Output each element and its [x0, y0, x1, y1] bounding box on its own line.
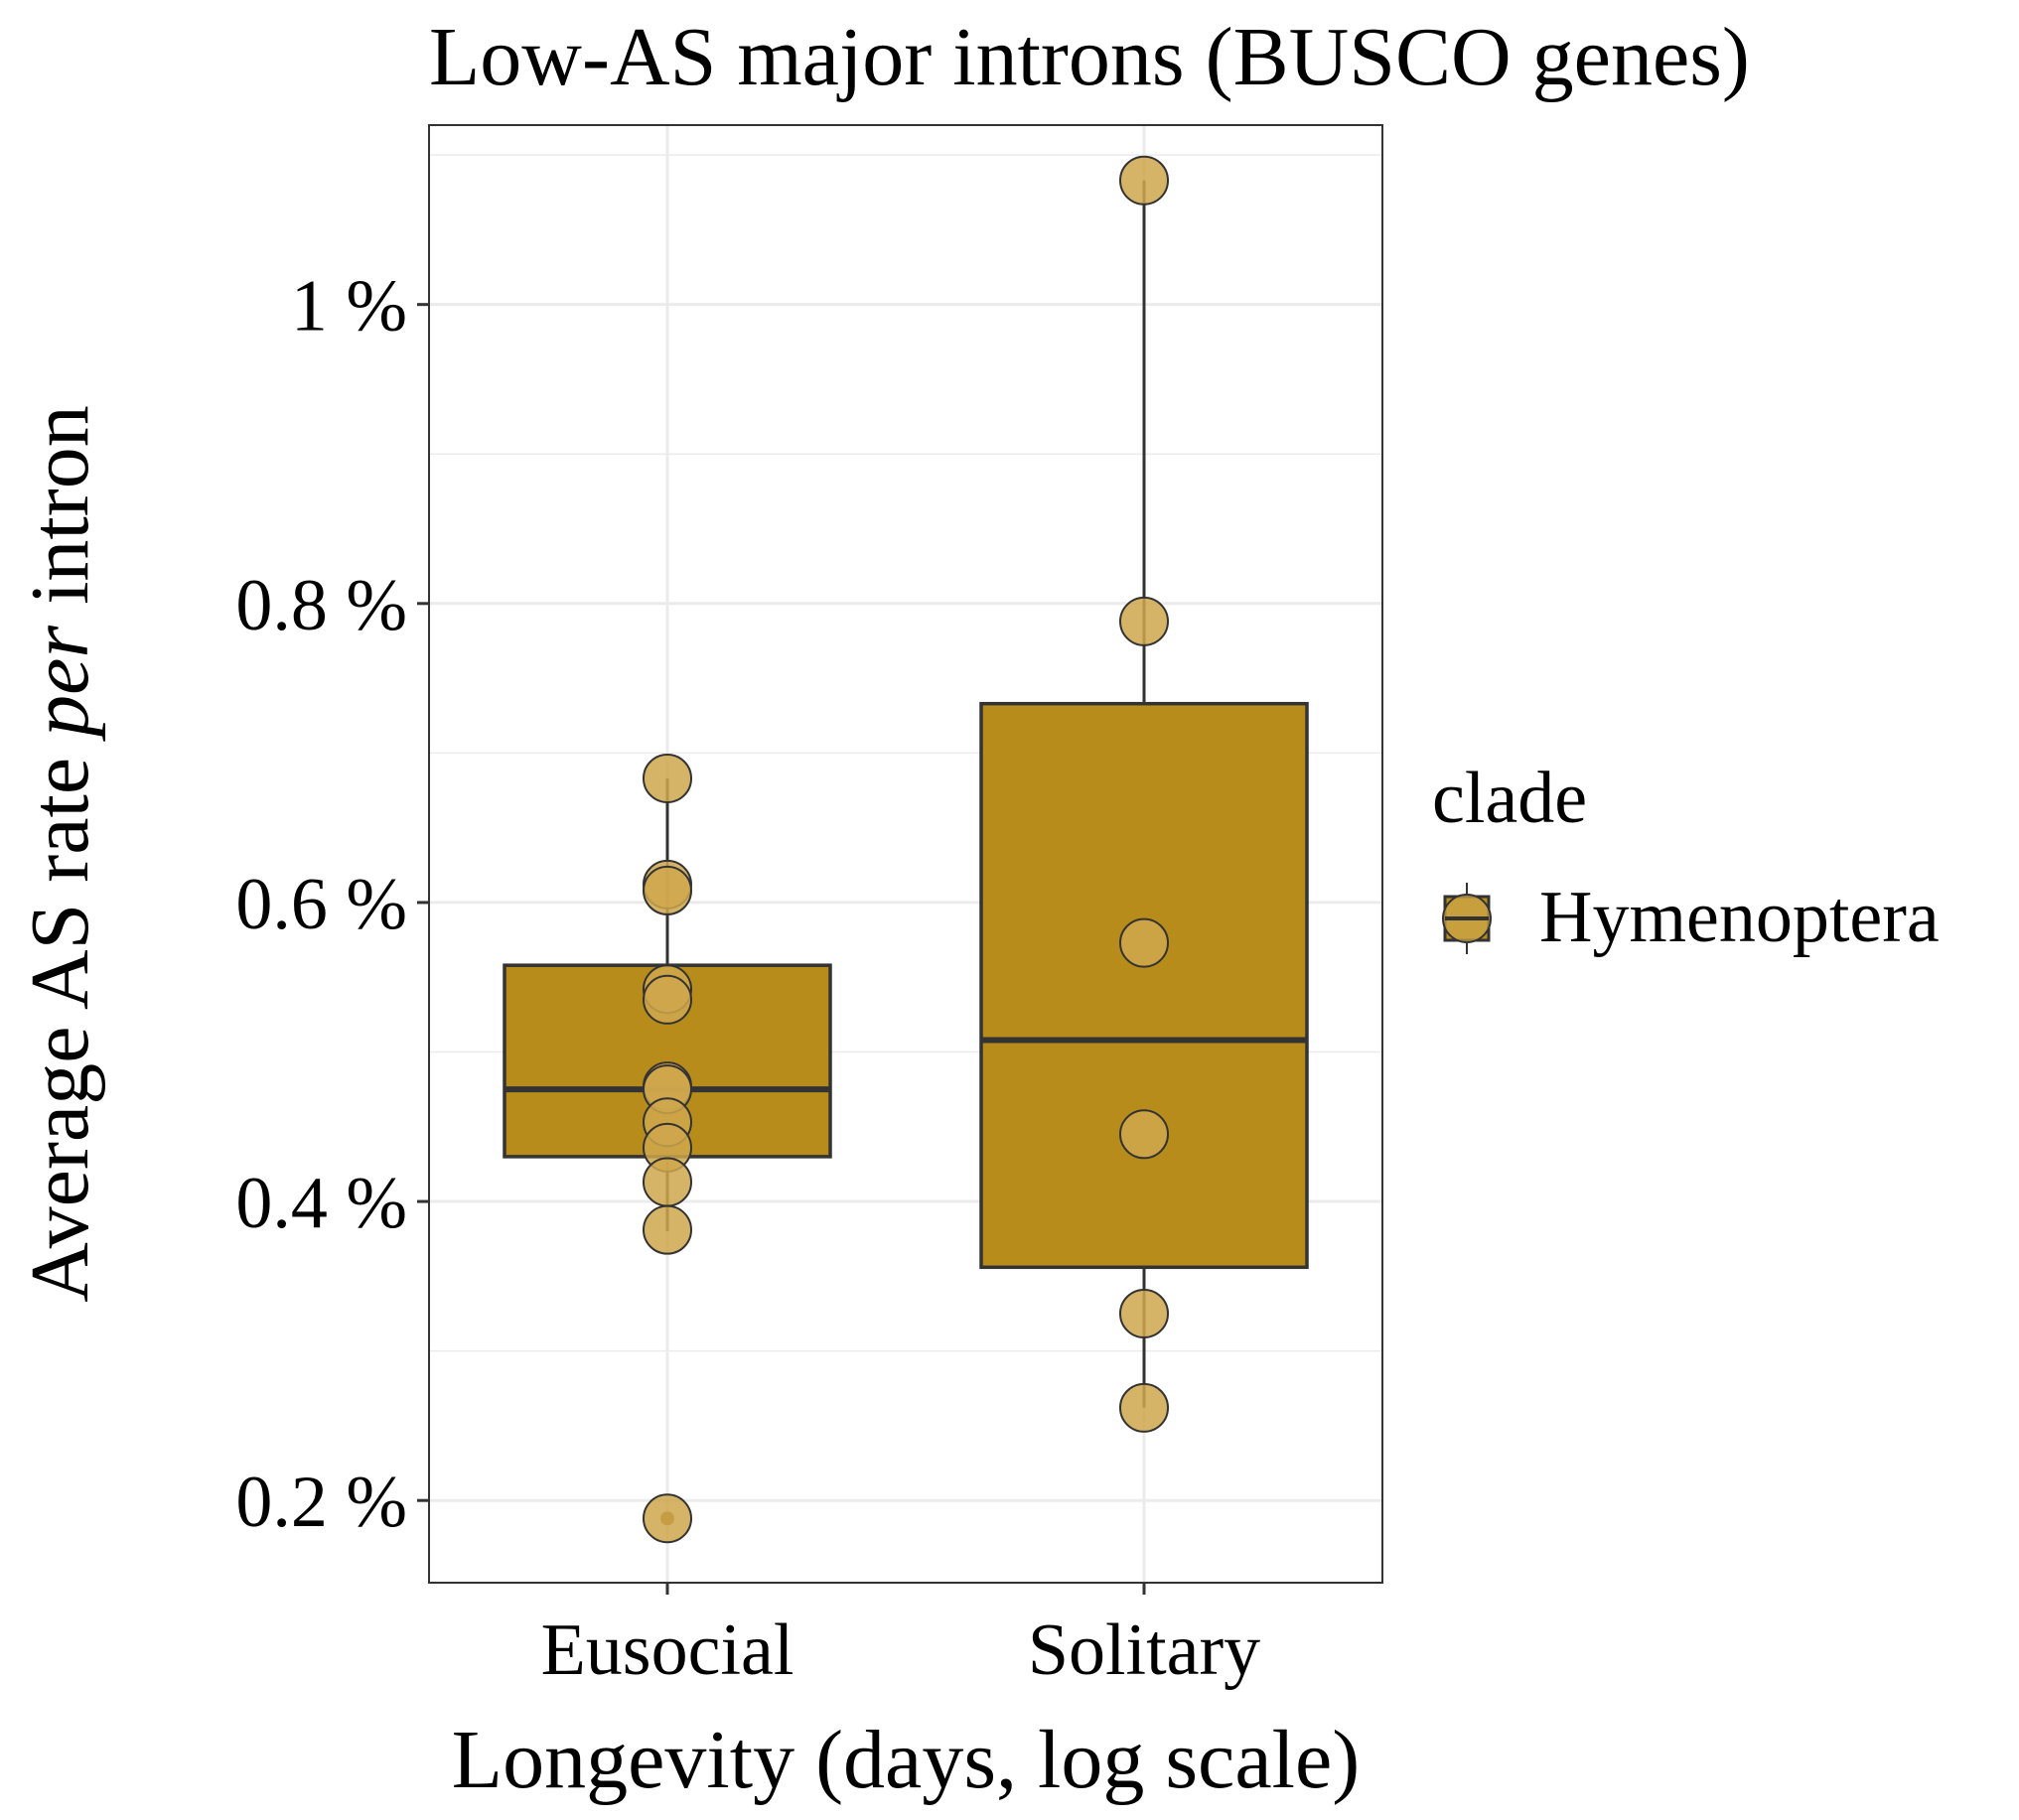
- y-tick-label: 1 %: [291, 266, 407, 348]
- y-tick-label: 0.6 %: [235, 864, 407, 945]
- legend: clade Hymenoptera: [1432, 758, 1940, 958]
- data-point: [1119, 155, 1169, 206]
- data-point: [1119, 1382, 1169, 1433]
- data-point: [643, 1204, 692, 1255]
- data-point: [643, 974, 692, 1025]
- data-point: [643, 753, 692, 803]
- data-point: [1119, 596, 1169, 646]
- y-axis-title-part: intron: [14, 405, 106, 626]
- x-axis-title: Longevity (days, log scale): [452, 1714, 1360, 1806]
- data-point: [643, 1157, 692, 1207]
- y-tick-label: 0.4 %: [235, 1163, 407, 1244]
- x-tick-label: Eusocial: [541, 1610, 794, 1691]
- chart-marks: [503, 155, 1309, 1544]
- y-tick-label: 0.2 %: [235, 1462, 407, 1543]
- legend-label: Hymenoptera: [1539, 877, 1940, 958]
- y-axis-title: Average AS rate per intron: [14, 405, 106, 1303]
- chart-title: Low-AS major introns (BUSCO genes): [429, 11, 1750, 103]
- legend-title: clade: [1432, 758, 1587, 839]
- y-axis: 0.2 % 0.4 % 0.6 % 0.8 % 1 %: [235, 266, 429, 1543]
- y-axis-title-part: Average AS rate: [14, 737, 106, 1303]
- data-point: [1119, 1109, 1169, 1160]
- plot-panel: [428, 124, 1383, 1584]
- data-point: [643, 865, 692, 915]
- x-tick-label: Solitary: [1028, 1610, 1260, 1691]
- panel-border: [428, 124, 1383, 1584]
- data-point: [1119, 917, 1169, 968]
- x-axis: Eusocial Solitary: [541, 1583, 1260, 1691]
- y-axis-title-italic: per: [14, 626, 106, 742]
- y-tick-label: 0.8 %: [235, 565, 407, 646]
- box-group: [979, 155, 1309, 1433]
- data-point: [643, 1493, 692, 1544]
- box: [979, 701, 1309, 1270]
- box-group: [503, 753, 832, 1544]
- legend-key: [1442, 883, 1492, 954]
- data-point: [1119, 1288, 1169, 1338]
